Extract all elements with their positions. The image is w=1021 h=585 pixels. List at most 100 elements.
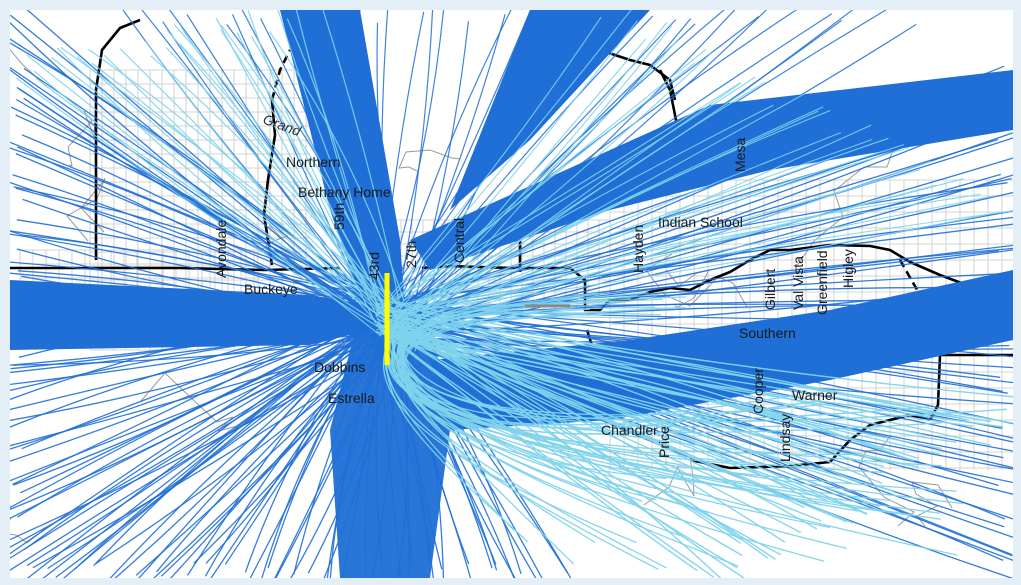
flight-track <box>56 47 387 321</box>
flight-track <box>358 10 382 305</box>
flight-track <box>17 146 386 330</box>
flight-track <box>381 10 389 334</box>
flight-track <box>17 310 396 346</box>
flight-track <box>93 320 378 567</box>
flight-track <box>236 32 387 336</box>
flight-track <box>186 311 378 576</box>
flight-track <box>388 82 742 341</box>
flight-track <box>398 328 940 514</box>
label-val-vista: Val Vista <box>790 256 806 310</box>
flight-track <box>12 300 385 486</box>
flight-track <box>10 304 387 401</box>
flight-track <box>103 54 385 318</box>
flight-track <box>381 82 741 306</box>
flight-track <box>395 194 942 319</box>
flight-track <box>385 23 917 316</box>
minor-road <box>10 517 47 544</box>
flight-track <box>398 81 766 337</box>
flight-track <box>10 309 391 370</box>
flight-track <box>386 210 1013 315</box>
flight-track <box>395 322 1013 439</box>
flight-track <box>382 337 637 544</box>
flight-track <box>181 27 381 307</box>
flight-track <box>153 337 398 578</box>
flight-track <box>173 24 381 308</box>
label-warner: Warner <box>792 387 838 403</box>
flight-track <box>23 234 404 312</box>
flight-track <box>405 307 681 360</box>
flight-track <box>392 324 973 427</box>
flight-track <box>389 320 958 556</box>
flight-track <box>12 174 397 330</box>
label-dobbins: Dobbins <box>314 359 365 375</box>
label-43rd: 43rd <box>366 252 382 280</box>
flight-track <box>405 312 603 348</box>
flight-track <box>375 10 632 317</box>
flight-track <box>396 10 532 306</box>
flight-track <box>398 13 833 315</box>
label-lindsay: Lindsay <box>777 414 793 462</box>
flight-track <box>375 330 868 515</box>
map-svg: Grand Northern Bethany Home 59th Avondal… <box>10 10 1013 578</box>
flight-track <box>10 261 378 304</box>
flight-track <box>91 62 399 330</box>
flight-track <box>24 324 388 551</box>
map-canvas[interactable]: Grand Northern Bethany Home 59th Avondal… <box>10 10 1013 578</box>
flight-track <box>387 38 679 306</box>
flight-track <box>162 21 386 317</box>
flight-track <box>401 334 769 559</box>
minor-road <box>67 110 96 167</box>
flight-track <box>23 67 396 324</box>
track-corridor-north <box>280 10 405 310</box>
label-avondale: Avondale <box>213 220 229 278</box>
flight-track <box>375 323 854 524</box>
label-estrella: Estrella <box>328 390 375 406</box>
flight-track <box>398 132 841 315</box>
flight-track <box>394 336 904 465</box>
flight-track <box>220 24 404 317</box>
flight-track <box>160 329 399 577</box>
flight-track <box>386 305 863 485</box>
label-central: Central <box>451 218 467 263</box>
flight-track <box>26 299 400 578</box>
label-buckeye: Buckeye <box>244 281 298 297</box>
flight-track <box>397 333 668 569</box>
flight-track <box>170 325 393 578</box>
flight-track <box>409 298 663 348</box>
flight-track <box>384 10 512 321</box>
flight-track <box>293 310 389 575</box>
flight-track <box>375 76 756 311</box>
flight-track <box>33 70 385 327</box>
flight-track <box>399 195 996 316</box>
flight-track <box>18 88 403 333</box>
flight-track <box>55 300 391 578</box>
flight-track <box>10 298 398 331</box>
boundary-line <box>94 18 141 260</box>
flight-track <box>382 330 941 456</box>
flight-track <box>10 233 380 314</box>
flight-track <box>400 313 786 543</box>
flight-track <box>392 110 819 319</box>
flight-track <box>261 337 377 578</box>
flight-track <box>387 22 668 335</box>
flight-track <box>26 315 385 567</box>
flight-track <box>109 326 384 578</box>
label-price: Price <box>656 426 672 458</box>
flight-track <box>402 332 798 420</box>
flight-track <box>326 315 391 578</box>
flight-track <box>250 35 402 334</box>
minor-road <box>794 143 896 270</box>
flight-track <box>210 329 378 578</box>
flight-track <box>384 10 591 323</box>
flight-track <box>119 48 386 314</box>
flight-tracks <box>10 10 1013 578</box>
flight-track <box>394 193 981 307</box>
flight-track <box>379 328 715 578</box>
flight-track <box>383 106 824 321</box>
label-gilbert: Gilbert <box>762 269 778 310</box>
label-hayden: Hayden <box>630 225 646 273</box>
flight-track <box>378 10 573 311</box>
flight-track <box>76 55 404 337</box>
label-bethany-home: Bethany Home <box>298 184 391 200</box>
